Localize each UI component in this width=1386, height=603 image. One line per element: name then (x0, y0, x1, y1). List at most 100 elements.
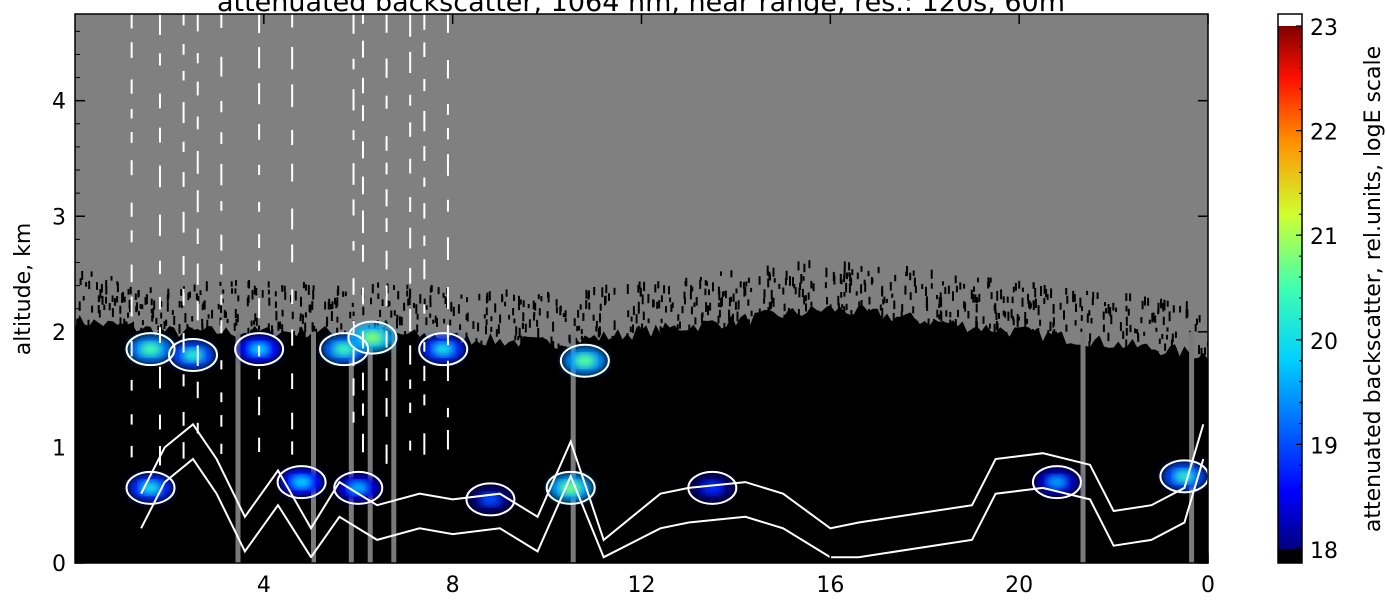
noise-speck (627, 310, 630, 318)
x-tick-label: 20 (1005, 573, 1033, 598)
noise-speck (100, 283, 103, 293)
noise-speck (251, 290, 254, 300)
noise-speck (1102, 324, 1105, 333)
noise-speck (299, 327, 302, 337)
noise-speck (123, 296, 126, 303)
noise-speck (524, 323, 527, 333)
noise-speck (841, 304, 844, 309)
noise-speck (274, 291, 277, 297)
noise-speck (695, 297, 698, 306)
noise-speck (1006, 296, 1009, 303)
noise-speck (1141, 300, 1144, 310)
noise-speck (684, 332, 687, 339)
noise-speck (573, 318, 576, 327)
noise-speck (234, 309, 237, 319)
low-contour (140, 457, 1205, 559)
noise-speck (344, 291, 347, 297)
noise-speck (309, 304, 312, 313)
patch-contour (333, 470, 384, 505)
noise-speck (878, 317, 881, 327)
noise-speck (880, 316, 883, 323)
noise-speck (789, 276, 791, 286)
noise-speck (954, 275, 957, 284)
noise-speck (767, 307, 770, 317)
noise-speck (626, 333, 629, 339)
noise-speck (193, 284, 196, 292)
noise-speck (758, 276, 761, 285)
noise-speck (307, 285, 310, 295)
noise-speck (737, 300, 740, 310)
noise-speck (312, 285, 315, 291)
noise-speck (255, 317, 258, 326)
noise-speck (1179, 305, 1182, 313)
noise-speck (311, 323, 314, 333)
noise-speck (1095, 339, 1098, 347)
noise-speck (843, 292, 846, 297)
noise-speck (423, 298, 426, 309)
noise-speck (688, 324, 691, 332)
noise-speck (547, 293, 550, 303)
noise-speck (1110, 314, 1113, 325)
noise-speck (222, 289, 225, 294)
patch-contour (545, 470, 596, 505)
noise-speck (826, 297, 828, 305)
noise-speck (376, 320, 379, 327)
noise-speck (221, 298, 224, 304)
noise-speck (1053, 329, 1056, 335)
noise-speck (466, 312, 469, 322)
noise-speck (171, 310, 174, 315)
noise-speck (642, 311, 645, 321)
noise-speck (116, 281, 119, 286)
noise-speck (1066, 295, 1069, 304)
noise-speck (1172, 305, 1175, 313)
noise-speck (165, 320, 168, 326)
noise-speck (1007, 311, 1010, 321)
noise-speck (909, 292, 912, 300)
noise-speck (747, 277, 750, 283)
noise-speck (994, 303, 997, 313)
noise-speck (891, 293, 894, 298)
noise-speck (201, 323, 204, 332)
noise-speck (303, 331, 306, 339)
noise-speck (795, 317, 797, 326)
noise-speck (547, 291, 549, 298)
noise-speck (416, 324, 419, 333)
noise-speck (789, 310, 792, 317)
noise-speck (717, 286, 720, 295)
noise-speck (301, 314, 304, 324)
noise-speck (114, 298, 116, 306)
noise-speck (785, 270, 788, 280)
noise-speck (454, 334, 457, 341)
noise-speck (150, 308, 153, 314)
noise-speck (1152, 312, 1155, 322)
noise-speck (608, 293, 610, 301)
noise-speck (921, 284, 924, 290)
noise-speck (108, 303, 111, 311)
noise-speck (893, 304, 896, 310)
noise-speck (632, 305, 635, 315)
x-tick-label: 16 (816, 573, 844, 598)
noise-speck (996, 290, 999, 301)
noise-speck (856, 272, 859, 280)
noise-speck (528, 319, 531, 328)
noise-speck (537, 294, 540, 300)
patch-contour (319, 332, 370, 367)
noise-speck (1034, 298, 1037, 308)
noise-speck (444, 296, 447, 305)
noise-speck (520, 335, 523, 345)
noise-speck (370, 297, 372, 305)
colorbar: 18 19 20 21 22 23 attenuated backscatter, rel… (1277, 13, 1386, 564)
noise-speck (485, 319, 488, 325)
noise-speck (161, 329, 164, 339)
noise-speck (658, 300, 661, 309)
noise-speck (712, 282, 714, 292)
noise-speck (808, 260, 811, 269)
noise-speck (810, 301, 813, 307)
noise-speck (652, 300, 655, 307)
noise-speck (1000, 289, 1003, 300)
noise-speck (720, 271, 722, 276)
noise-speck (187, 292, 190, 301)
noise-speck (657, 281, 660, 289)
noise-speck (125, 321, 128, 329)
